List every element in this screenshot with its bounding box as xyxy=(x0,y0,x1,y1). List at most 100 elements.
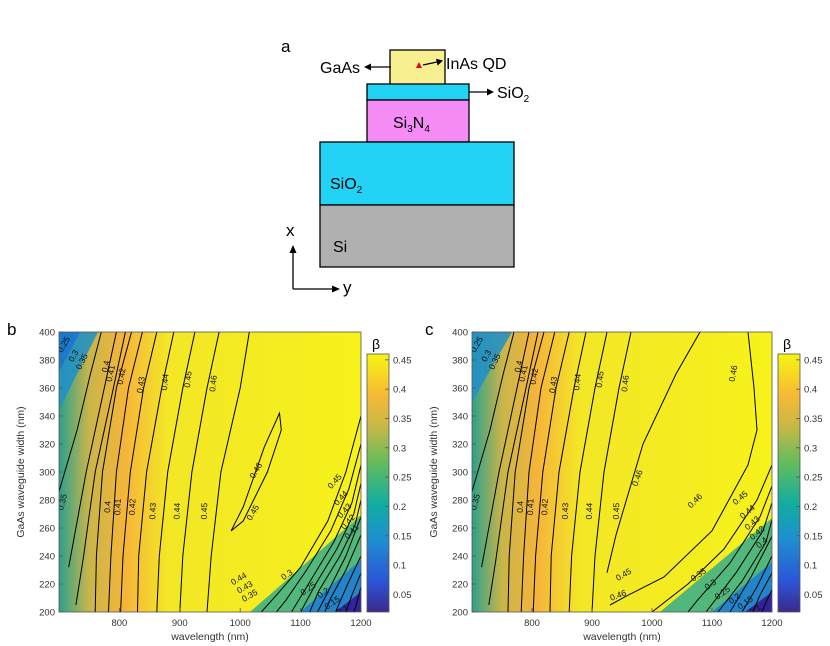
contours-c xyxy=(472,332,772,612)
panel-label-c: c xyxy=(425,320,434,339)
contour-line-b-18 xyxy=(335,555,361,612)
x-tick-label-c-1: 900 xyxy=(584,618,600,629)
contour-line-b-3 xyxy=(94,332,132,612)
x-tick-label-b-0: 800 xyxy=(111,618,127,629)
contour-line-c-9 xyxy=(606,332,701,573)
colorbar-tick-label-c-6: 0.35 xyxy=(804,414,823,425)
y-tick-label-c-9: 380 xyxy=(452,356,468,367)
contour-line-b-12 xyxy=(276,443,361,612)
contour-line-b-15 xyxy=(309,499,361,612)
contour-label-b-12: 0.4 xyxy=(102,501,112,513)
x-tick-label-b-2: 1000 xyxy=(230,618,251,629)
y-tick-label-c-7: 340 xyxy=(452,412,468,423)
y-axis-title-b: GaAs waveguide width (nm) xyxy=(15,406,27,537)
colorbar-ticks-c: 0.05 0.1 0.15 0.2 0.25 0.3 0.35 0.4 0.45 xyxy=(796,355,823,601)
colorbar-tick-label-b-0: 0.05 xyxy=(393,590,412,601)
contour-label-c-12: 0.4 xyxy=(515,501,525,513)
contour-line-b-7 xyxy=(156,332,196,612)
sio2-top-label: SiO2 xyxy=(497,85,530,105)
contour-line-c-0 xyxy=(472,332,515,492)
contour-line-b-0 xyxy=(59,332,102,492)
qd-arrow xyxy=(422,61,438,66)
heatmap-b-field: 0.250.30.35 0.40.410.42 0.43 0.44 0.45 0.460.… xyxy=(55,332,361,612)
y-tick-label-b-9: 380 xyxy=(39,356,55,367)
qd-label: InAs QD xyxy=(446,56,506,73)
contour-label-b-6: 0.43 xyxy=(135,376,147,394)
contour-line-b-14 xyxy=(300,483,361,612)
si-label: Si xyxy=(333,239,347,256)
colorbar-tick-label-c-1: 0.1 xyxy=(804,561,817,572)
contour-line-b-10 xyxy=(230,411,282,532)
contour-label-b-16: 0.44 xyxy=(172,502,183,519)
y-tick-label-b-1: 220 xyxy=(39,580,55,591)
sio2-box-layer xyxy=(319,141,515,206)
colorbar-tick-label-c-3: 0.2 xyxy=(804,502,817,513)
contour-line-c-7 xyxy=(568,332,608,612)
si-substrate-layer xyxy=(319,204,515,268)
y-tick-label-b-6: 320 xyxy=(39,440,55,451)
colorbar-tick-label-c-7: 0.4 xyxy=(804,385,817,396)
contour-line-b-11 xyxy=(260,415,361,612)
colorbar-tick-label-b-2: 0.15 xyxy=(393,531,412,542)
heatmap-c-field: 0.250.30.35 0.40.410.42 0.43 0.44 0.45 0.460.… xyxy=(468,332,772,617)
y-tick-label-c-4: 280 xyxy=(452,496,468,507)
y-tick-label-c-5: 300 xyxy=(452,468,468,479)
contour-label-c-15: 0.43 xyxy=(560,502,571,519)
y-tick-label-c-8: 360 xyxy=(452,384,468,395)
colorbar-tick-label-b-3: 0.2 xyxy=(393,502,406,513)
heatmap-c-cool-corner-bottom-deep xyxy=(712,562,772,612)
y-tick-label-c-2: 240 xyxy=(452,552,468,563)
contour-label-b-11: 0.35 xyxy=(55,492,69,511)
contour-label-b-5: 0.42 xyxy=(115,367,128,385)
y-ticks-c: 200 220 240 260 280 300 320 340 360 380 400 xyxy=(452,328,476,619)
colorbar-tick-label-b-4: 0.25 xyxy=(393,473,412,484)
colorbar-tick-label-b-7: 0.4 xyxy=(393,385,406,396)
schematic-panel: a GaAs InAs QD SiO2 Si3N4 SiO2 Si x y xyxy=(281,37,530,297)
contour-label-c-11: 0.35 xyxy=(468,492,482,511)
contour-label-b-7: 0.44 xyxy=(159,373,171,391)
colorbar-tick-label-b-8: 0.45 xyxy=(393,355,412,366)
contour-label-c-32: 0.1 xyxy=(748,602,764,617)
contour-label-c-7: 0.44 xyxy=(571,373,583,391)
contour-line-c-4 xyxy=(520,332,556,612)
panel-label-b: b xyxy=(7,320,16,339)
contour-line-b-17 xyxy=(324,534,361,612)
contour-label-b-13: 0.41 xyxy=(112,498,123,515)
contour-label-c-14: 0.42 xyxy=(539,498,550,515)
x-tick-label-b-4: 1200 xyxy=(350,618,371,629)
x-axis-title-b: wavelength (nm) xyxy=(170,631,249,643)
contour-label-c-5: 0.42 xyxy=(527,367,540,385)
contour-label-b-9: 0.46 xyxy=(207,374,219,392)
contour-line-c-13 xyxy=(705,502,772,612)
contour-line-c-2 xyxy=(488,332,539,606)
y-tick-label-c-10: 400 xyxy=(452,328,468,339)
contour-line-c-8 xyxy=(591,332,632,612)
contour-label-c-8: 0.45 xyxy=(594,370,606,388)
contour-line-c-6 xyxy=(549,332,587,612)
contour-label-b-8: 0.45 xyxy=(182,370,194,388)
contour-line-c-14 xyxy=(717,519,772,612)
contour-line-b-8 xyxy=(179,332,220,612)
contour-label-c-9: 0.46 xyxy=(619,374,631,392)
y-tick-label-b-7: 340 xyxy=(39,412,55,423)
contour-line-b-6 xyxy=(137,332,175,612)
contour-line-b-4 xyxy=(108,332,143,612)
quantum-dot-marker xyxy=(416,62,422,68)
heatmap-b-cool-corner-top-deep xyxy=(59,332,80,372)
y-axis-arrowhead xyxy=(332,285,340,293)
colorbar-tick-label-b-1: 0.1 xyxy=(393,561,406,572)
y-tick-label-c-1: 220 xyxy=(452,580,468,591)
contour-label-c-10: 0.46 xyxy=(727,364,740,382)
contour-label-b-17: 0.45 xyxy=(199,502,210,519)
contour-label-c-3: 0.4 xyxy=(512,359,524,373)
contour-label-b-15: 0.43 xyxy=(147,502,158,519)
contours-b xyxy=(59,332,361,612)
contour-line-c-16 xyxy=(741,555,772,612)
contour-line-c-15 xyxy=(729,536,772,612)
x-tick-label-c-0: 800 xyxy=(524,618,540,629)
colorbar-tick-label-b-6: 0.35 xyxy=(393,414,412,425)
x-axis-title-c: wavelength (nm) xyxy=(582,631,661,643)
heatmap-panel-c: c 0.250.30.35 0.40.410.42 0.43 0.44 0.45 0.46… xyxy=(425,320,823,643)
qd-arrowhead xyxy=(436,58,443,66)
colorbar-tick-label-c-8: 0.45 xyxy=(804,355,823,366)
